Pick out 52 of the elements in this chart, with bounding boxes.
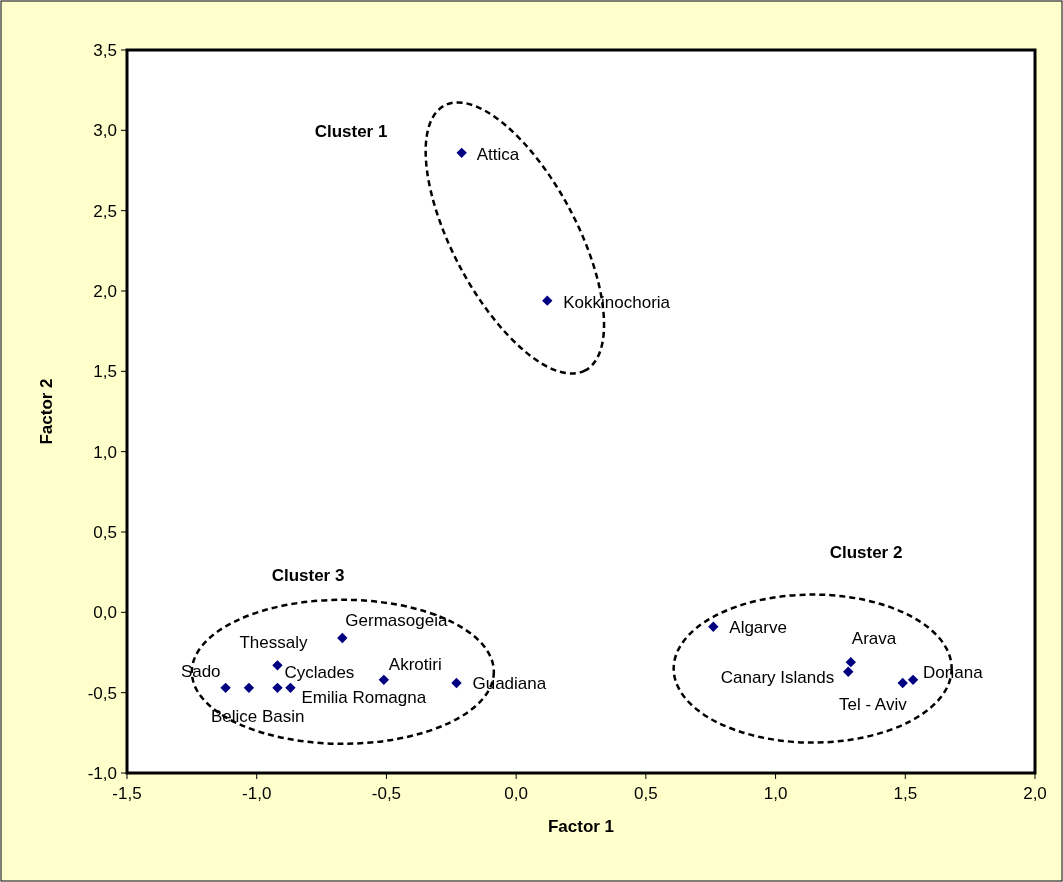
annotation: Kokkinochoria — [563, 292, 671, 312]
point — [243, 682, 255, 694]
y-tick-label: -1,0 — [87, 764, 117, 783]
annotation: Guadiana — [472, 674, 547, 694]
y-tick-label: 0,5 — [93, 523, 117, 542]
y-tick-label: 1,5 — [93, 362, 117, 382]
annotation: Cluster 1 — [314, 122, 388, 141]
point — [451, 677, 462, 689]
annotation: Attica — [476, 144, 520, 164]
y-tick-label: 2,5 — [93, 201, 117, 221]
point — [285, 682, 296, 694]
x-tick-label: 0,5 — [634, 784, 658, 803]
x-tick-label: 0,0 — [504, 784, 528, 803]
annotation: Donana — [923, 662, 984, 682]
x-tick-label: -1,0 — [242, 784, 272, 803]
point — [845, 656, 856, 668]
annotation: Cluster 2 — [829, 543, 903, 562]
x-tick-label: -1,5 — [112, 784, 142, 803]
annotation: Algarve — [729, 617, 787, 637]
annotation: Arava — [851, 629, 897, 649]
point — [843, 666, 854, 677]
point — [897, 677, 908, 689]
point — [456, 147, 467, 159]
y-tick-label: 1,0 — [93, 442, 117, 462]
annotation: Tel - Aviv — [838, 695, 908, 715]
annotation: Cluster 3 — [271, 566, 345, 585]
y-tick-label: 0,0 — [93, 603, 117, 623]
y-tick-label: 2,0 — [93, 282, 117, 301]
x-axis-title: Factor 1 — [547, 817, 615, 836]
annotation: Thessaly — [239, 633, 308, 653]
annotation: Germasogeia — [345, 611, 448, 631]
y-tick-label: 3,5 — [93, 41, 117, 60]
annotation: Emilia Romagna — [301, 687, 427, 707]
annotation: Canary Islands — [720, 667, 835, 687]
point — [272, 682, 283, 694]
y-tick-label: 3,0 — [93, 121, 117, 141]
x-tick-label: 1,5 — [893, 784, 918, 803]
y-axis-title: Factor 2 — [37, 378, 56, 445]
x-tick-label: -0,5 — [371, 784, 402, 803]
point — [220, 682, 231, 694]
x-tick-label: 1,0 — [763, 784, 788, 803]
point — [542, 295, 553, 306]
point — [708, 621, 719, 632]
point — [378, 674, 390, 685]
y-tick-label: -0,5 — [87, 683, 117, 703]
x-tick-label: 2,0 — [1023, 784, 1047, 803]
annotation: Akrotiri — [388, 654, 442, 674]
point — [907, 674, 919, 685]
annotation: Cyclades — [284, 662, 355, 682]
point — [337, 632, 348, 644]
point — [272, 660, 283, 671]
annotation: Sado — [180, 661, 221, 681]
